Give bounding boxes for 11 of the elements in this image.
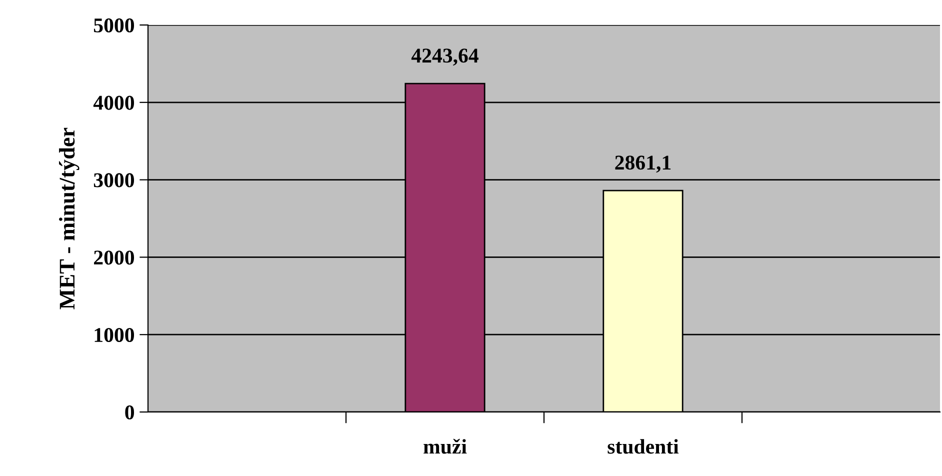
y-tick-label: 2000 [94, 250, 134, 265]
x-tick-label: muži [424, 438, 467, 454]
y-tick-label: 3000 [94, 173, 134, 188]
data-label: 4243,64 [411, 48, 478, 66]
y-tick-label: 5000 [94, 18, 134, 32]
data-label: 2861,1 [615, 156, 671, 173]
x-tick-label: studenti [608, 439, 679, 454]
y-tick-label: 4000 [93, 96, 134, 110]
y-axis-title: MET - minut/týder [59, 128, 80, 310]
y-tick-label: 1000 [94, 328, 134, 342]
y-tick-label: 0 [125, 405, 134, 420]
